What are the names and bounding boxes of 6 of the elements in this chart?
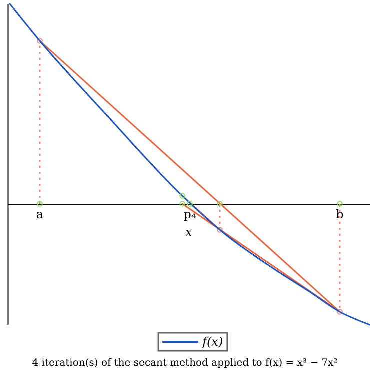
x-tick-label: b [336,208,344,222]
x-tick-label: p₄ [184,208,196,222]
text: 4 iteration(s) of the secant method applied to f(x) = x³ − 7x² [32,358,338,369]
x-axis-title: x [186,226,193,239]
legend-label: f(x) [202,335,224,349]
x-tick-label: a [36,208,44,222]
